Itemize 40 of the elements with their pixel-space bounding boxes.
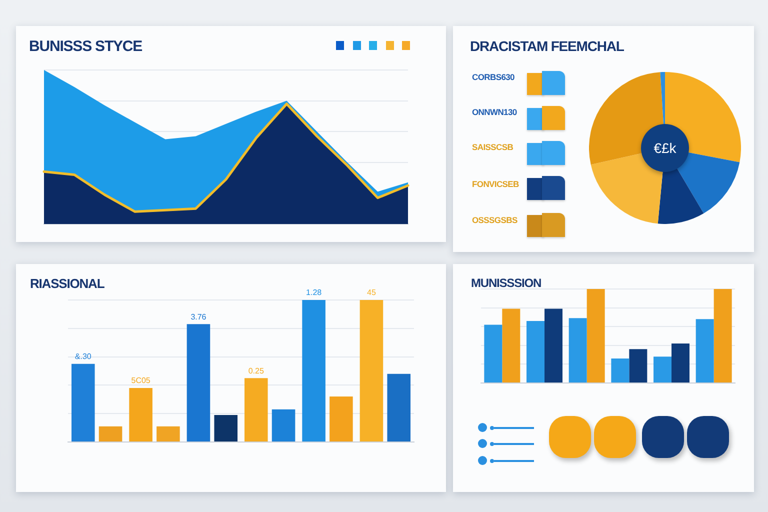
text: SAISSCSB [472,142,514,152]
bar [629,349,648,382]
chart-title: DRACISTAM FEEMCHAL [470,38,624,54]
bar [156,426,180,442]
bar [98,426,122,442]
annotation: 0.25 [248,366,264,376]
bar [526,320,544,382]
bar [586,289,605,382]
bar [696,319,714,382]
text: 45 [367,288,376,298]
bar [186,324,210,442]
annotation: 3.76 [190,312,207,322]
text: €£k [652,140,678,156]
bar [568,318,587,382]
chart-title: BUNISSS STYCE [29,38,142,55]
bar [360,300,384,442]
text: CORBS630 [472,72,514,82]
bar [214,415,238,442]
text: OSSSGSBS [472,215,518,225]
bar [330,396,353,442]
bar [272,409,296,442]
bar [654,356,672,382]
bar [502,308,520,382]
text: FONVICSEB [472,179,519,189]
bar [714,289,732,382]
text: ONNWN130 [472,107,517,117]
chart-title: RIASSIONAL [30,276,104,291]
bar [244,378,268,442]
bar [129,388,152,442]
chart-title: MUNISSSION [471,276,542,290]
bar [71,364,95,442]
annotation: 5C05 [131,376,151,386]
bar [387,374,411,442]
bar [611,358,630,382]
bar [484,324,502,382]
text: 1.28 [306,288,322,298]
bar [302,300,326,442]
bar [544,308,562,382]
bar [672,344,690,382]
annotation: &.30 [74,352,92,362]
